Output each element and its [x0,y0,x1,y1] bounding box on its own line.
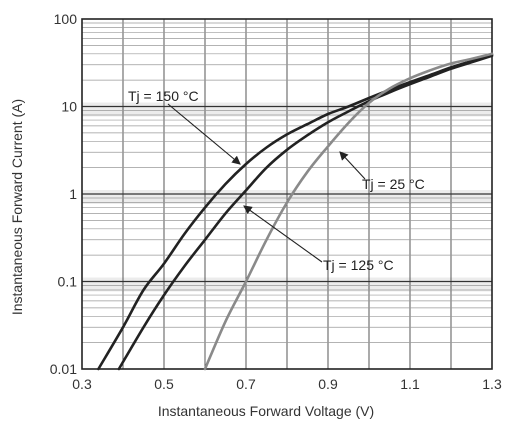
x-axis-label: Instantaneous Forward Voltage (V) [158,403,374,419]
x-tick-label: 0.5 [154,376,174,392]
y-tick-label: 0.01 [50,361,77,377]
y-tick-label: 10 [61,99,77,115]
x-tick-label: 1.1 [400,376,420,392]
annotation-tj-125: Tj = 125 °C [323,257,394,273]
annotation-leader-2 [243,205,323,263]
series-line-2 [203,52,494,371]
annotation-leaders [167,103,366,263]
annotation-tj-150: Tj = 150 °C [128,88,199,104]
annotation-leader-0 [167,103,241,165]
series-line-0 [97,53,494,371]
x-tick-label: 0.3 [72,376,92,392]
x-tick-label: 1.3 [482,376,502,392]
grid [82,19,492,369]
plot-frame [81,18,493,370]
series-group [97,52,494,371]
tick-labels: 0.3 0.5 0.7 0.9 1.1 1.3 0.01 0.1 1 10 100 [50,11,502,392]
y-tick-label: 100 [54,11,78,27]
x-tick-label: 0.9 [318,376,338,392]
series-line-1 [117,54,494,371]
y-tick-label: 0.1 [58,274,78,290]
y-axis-label: Instantaneous Forward Current (A) [9,99,25,315]
y-tick-label: 1 [69,186,77,202]
annotation-leader-1 [339,151,366,180]
x-tick-label: 0.7 [236,376,256,392]
annotation-tj-25: Tj = 25 °C [362,176,425,192]
